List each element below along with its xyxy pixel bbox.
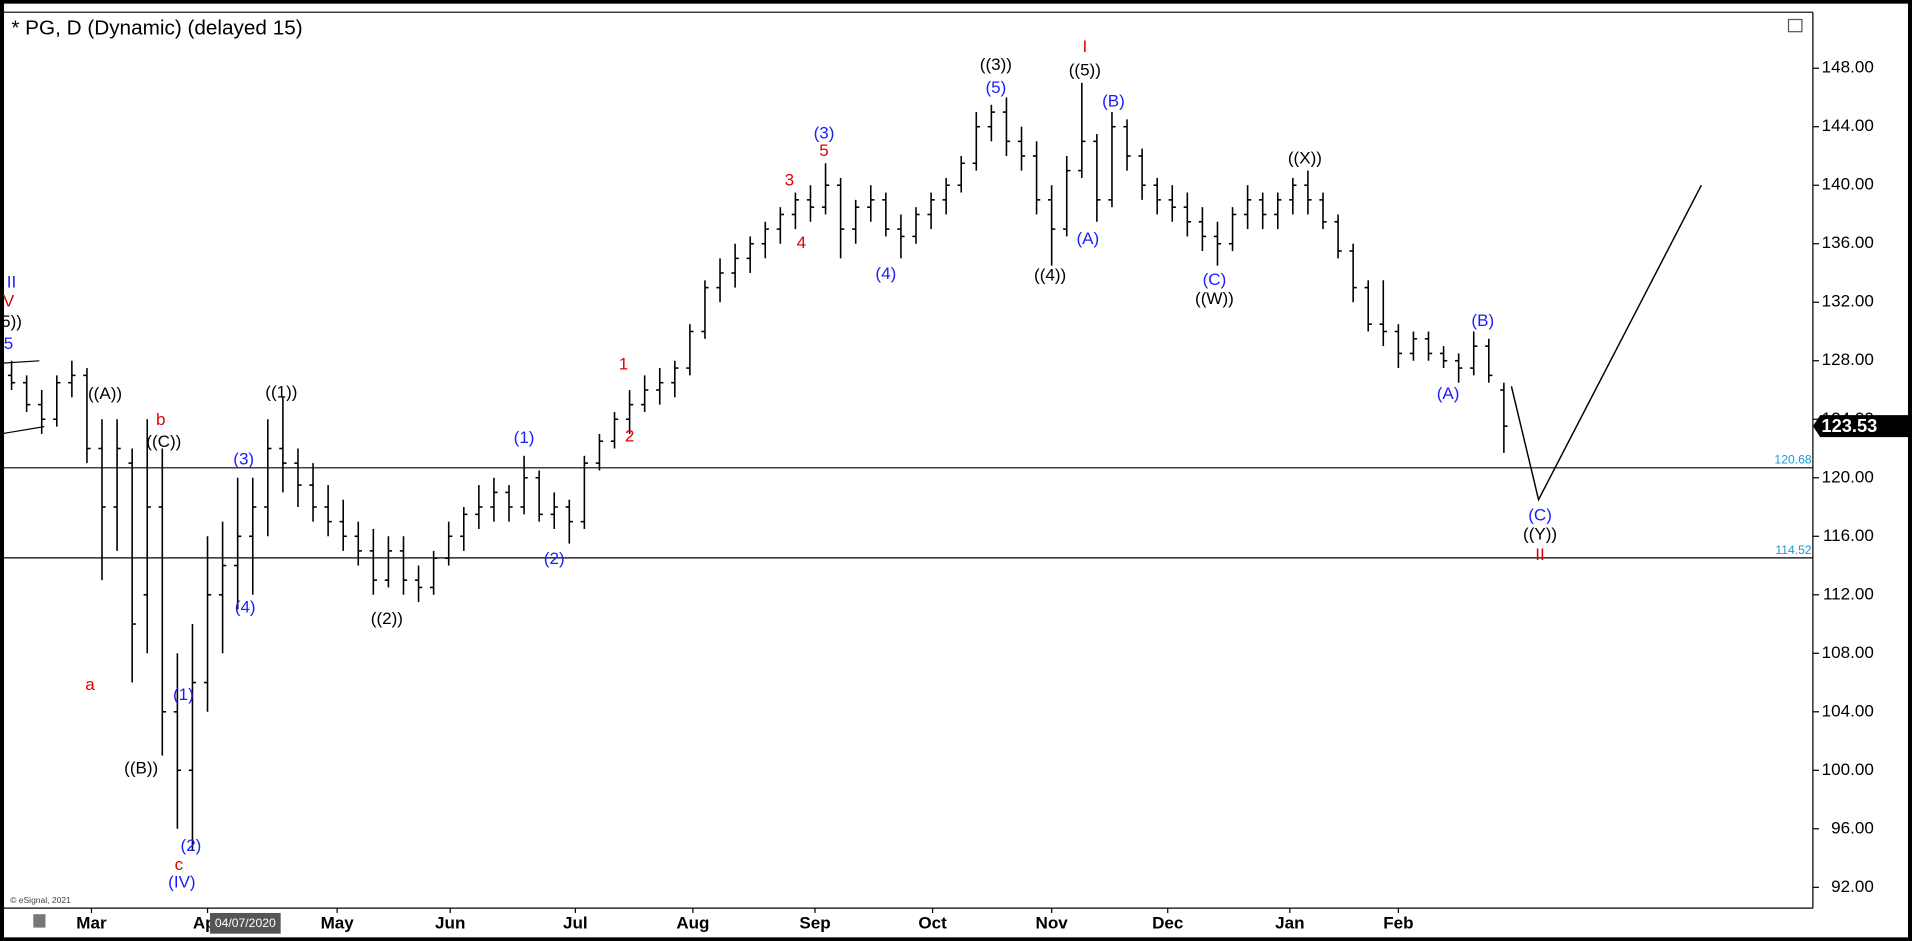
- wave-label: 4: [797, 233, 806, 252]
- wave-label: (3): [814, 124, 835, 143]
- wave-label: II: [7, 273, 16, 292]
- y-tick-label: 128.00: [1822, 350, 1874, 369]
- wave-label: ((2)): [371, 609, 403, 628]
- wave-label: 5)): [1, 312, 22, 331]
- wave-label: ((C)): [146, 432, 181, 451]
- wave-label: (A): [1437, 384, 1460, 403]
- level-label: 120.68: [1774, 453, 1811, 467]
- wave-label: (A): [1076, 229, 1099, 248]
- y-tick-label: 148.00: [1822, 58, 1874, 77]
- wave-label: ((3)): [980, 55, 1012, 74]
- window-button[interactable]: [1787, 18, 1803, 33]
- wave-label: V: [3, 292, 15, 311]
- y-tick-label: 104.00: [1822, 701, 1874, 720]
- channel-line: [0, 360, 40, 364]
- wave-label: ((1)): [265, 382, 297, 401]
- wave-label: (2): [544, 549, 565, 568]
- wave-label: c: [175, 855, 184, 874]
- wave-label: I: [1082, 37, 1087, 56]
- last-price-label: 123.53: [1821, 415, 1877, 436]
- y-tick-label: 136.00: [1822, 233, 1874, 252]
- scroll-icon[interactable]: [33, 914, 46, 928]
- wave-label: (5): [985, 78, 1006, 97]
- wave-label: a: [85, 675, 95, 694]
- wave-label: (3): [233, 450, 254, 469]
- wave-label: (1): [514, 428, 535, 447]
- copyright: © eSignal, 2021: [10, 895, 71, 905]
- wave-label: 1: [619, 355, 628, 374]
- wave-label: ((B)): [124, 758, 158, 777]
- x-tick-label: Mar: [76, 913, 107, 932]
- y-tick-label: 100.00: [1822, 760, 1874, 779]
- y-tick-label: 112.00: [1823, 584, 1874, 603]
- x-tick-label: May: [321, 913, 355, 932]
- wave-label: (4): [235, 597, 256, 616]
- level-label: 114.52: [1775, 543, 1812, 557]
- y-tick-label: 144.00: [1822, 116, 1874, 135]
- wave-label: ((W)): [1195, 289, 1234, 308]
- y-tick-label: 132.00: [1822, 292, 1874, 311]
- chart-background: [4, 3, 1908, 938]
- cursor-box: [209, 912, 281, 934]
- x-tick-label: Aug: [676, 913, 709, 932]
- y-tick-label: 140.00: [1822, 175, 1874, 194]
- wave-label: b: [156, 410, 165, 429]
- chart-title: * PG, D (Dynamic) (delayed 15): [11, 17, 302, 40]
- last-price-box: [1812, 415, 1910, 438]
- wave-label: (B): [1471, 311, 1494, 330]
- x-tick-label: Jul: [563, 913, 588, 932]
- wave-label: (C): [1203, 270, 1227, 289]
- y-tick-label: 116.00: [1823, 526, 1874, 545]
- y-tick-label: 96.00: [1831, 818, 1874, 837]
- x-tick-label: Feb: [1383, 913, 1413, 932]
- x-tick-label: Sep: [799, 913, 830, 932]
- wave-label: ((4)): [1034, 265, 1066, 284]
- y-tick-label: 92.00: [1831, 877, 1874, 896]
- y-tick-label: 108.00: [1822, 643, 1874, 662]
- y-tick-label: 120.00: [1822, 467, 1874, 486]
- wave-label: 2: [625, 426, 634, 445]
- wave-label: ((Y)): [1523, 524, 1557, 543]
- wave-label: ((X)): [1288, 148, 1322, 167]
- x-tick-label: Dec: [1152, 913, 1183, 932]
- projection-line: [1510, 184, 1703, 502]
- wave-label: 5: [819, 141, 828, 160]
- wave-label: (IV): [168, 872, 195, 891]
- cursor-label: 04/07/2020: [215, 916, 276, 930]
- wave-label: (C): [1528, 505, 1552, 524]
- wave-label: ((A)): [88, 384, 122, 403]
- wave-label: ((5)): [1069, 61, 1101, 80]
- x-tick-label: Oct: [918, 913, 947, 932]
- wave-label: (4): [875, 264, 896, 283]
- wave-label: 3: [785, 170, 794, 189]
- channel-line: [0, 426, 45, 435]
- wave-label: (B): [1102, 91, 1125, 110]
- x-tick-label: Jan: [1275, 913, 1304, 932]
- wave-label: (2): [181, 836, 202, 855]
- x-tick-label: Nov: [1036, 913, 1069, 932]
- wave-label: (1): [173, 685, 194, 704]
- x-tick-label: Jun: [435, 913, 465, 932]
- wave-label: II: [1535, 545, 1544, 564]
- wave-label: 5: [4, 334, 13, 353]
